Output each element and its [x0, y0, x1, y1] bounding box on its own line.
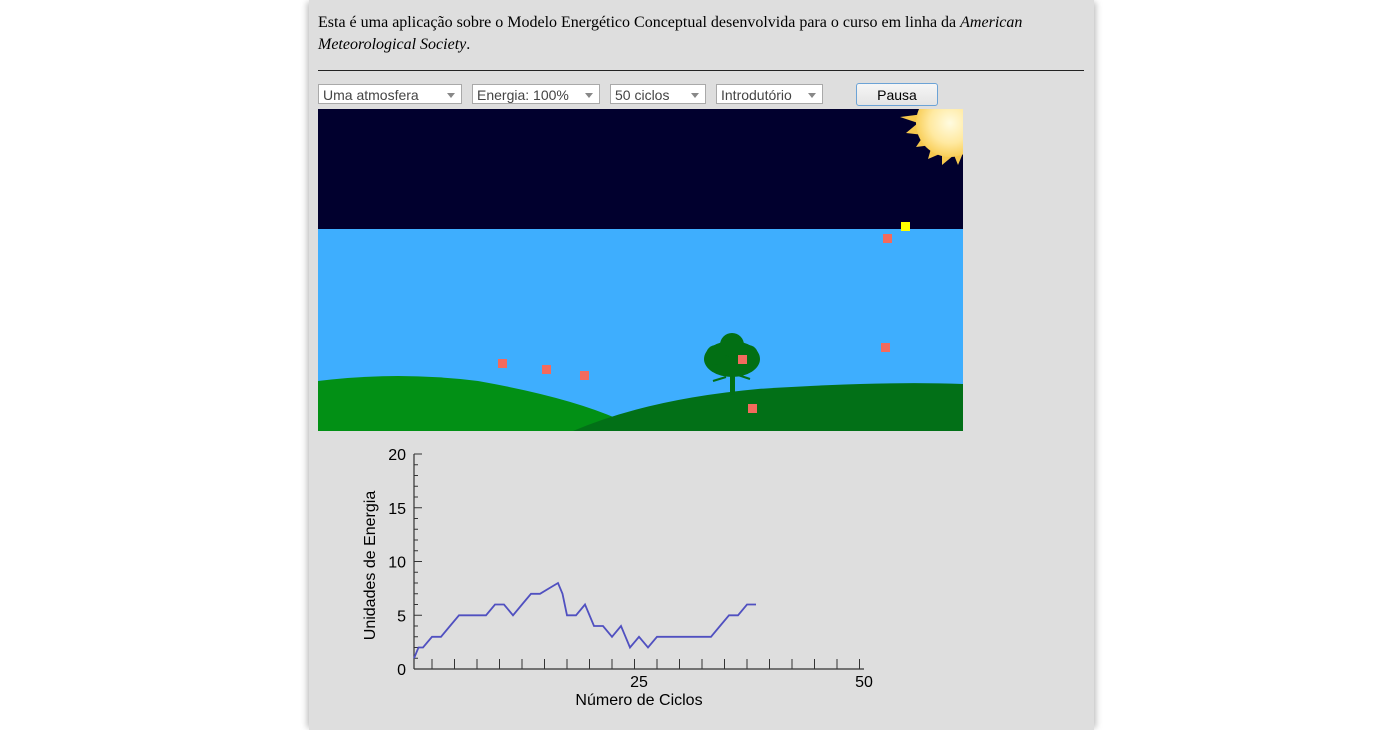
- x-tick-label: 50: [855, 674, 873, 691]
- y-ticks: 0 5 10 15 20: [388, 447, 422, 679]
- level-select[interactable]: Introdutório: [716, 84, 823, 104]
- level-select-value: Introdutório: [721, 87, 792, 103]
- infrared-energy-packet: [748, 404, 757, 413]
- cycles-select[interactable]: 50 ciclos: [610, 84, 706, 104]
- intro-society-name: American Meteorological Society: [318, 14, 1023, 53]
- infrared-energy-packet: [881, 343, 890, 352]
- x-tick-label: 25: [630, 674, 648, 691]
- energy-select[interactable]: Energia: 100%: [472, 84, 600, 104]
- space-region: [318, 109, 963, 229]
- chevron-down-icon: [808, 93, 816, 98]
- model-select-value: Uma atmosfera: [323, 87, 419, 103]
- y-tick-label: 0: [397, 662, 406, 679]
- infrared-energy-packet: [738, 355, 747, 364]
- infrared-energy-packet: [542, 365, 551, 374]
- hill-left: [318, 376, 618, 431]
- tree-icon: [704, 333, 760, 395]
- infrared-energy-packet: [883, 234, 892, 243]
- intro-text: Esta é uma aplicação sobre o Modelo Ener…: [318, 12, 1088, 56]
- chevron-down-icon: [691, 93, 699, 98]
- y-tick-label: 5: [397, 608, 406, 625]
- energy-series-line: [413, 581, 756, 659]
- chevron-down-icon: [447, 93, 455, 98]
- energy-select-value: Energia: 100%: [477, 87, 569, 103]
- x-axis-label: Número de Ciclos: [575, 692, 702, 709]
- energy-packets: [498, 222, 910, 413]
- model-select[interactable]: Uma atmosfera: [318, 84, 462, 104]
- y-tick-label: 10: [388, 555, 406, 572]
- infrared-energy-packet: [498, 359, 507, 368]
- chevron-down-icon: [585, 93, 593, 98]
- y-tick-label: 20: [388, 447, 406, 464]
- y-axis-label: Unidades de Energia: [362, 491, 379, 641]
- simulation-scene: [318, 109, 963, 431]
- infrared-energy-packet: [580, 371, 589, 380]
- hill-right: [573, 383, 963, 431]
- energy-chart: 0 5 10 15 20 25 50 Número de Ciclos Unidades …: [362, 447, 873, 709]
- intro-text-body: Esta é uma aplicação sobre o Modelo Ener…: [318, 14, 961, 31]
- pause-button[interactable]: Pausa: [856, 83, 938, 106]
- app-panel: Esta é uma aplicação sobre o Modelo Ener…: [309, 0, 1094, 730]
- sun-icon: [900, 109, 963, 165]
- cycles-select-value: 50 ciclos: [615, 87, 670, 103]
- y-tick-label: 15: [388, 501, 406, 518]
- intro-period: .: [466, 36, 471, 53]
- divider: [318, 70, 1084, 71]
- solar-energy-packet: [901, 222, 910, 231]
- x-ticks: 25 50: [431, 659, 873, 691]
